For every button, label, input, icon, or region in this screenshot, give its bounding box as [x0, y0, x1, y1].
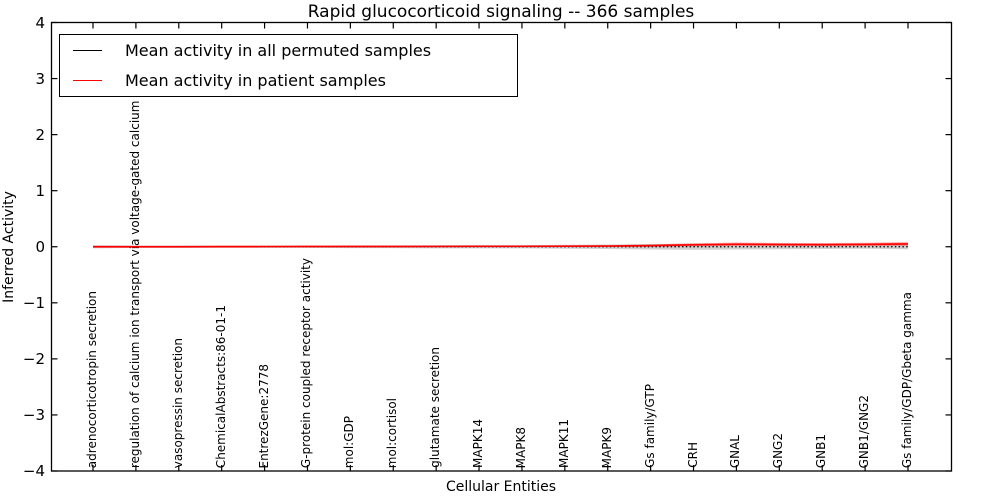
x-tick-label: MAPK9 — [599, 426, 614, 468]
x-tick-label: MAPK11 — [556, 419, 571, 468]
x-tick-label: CRH — [685, 442, 700, 468]
x-tick-label: glutamate secretion — [428, 347, 443, 468]
chart-title: Rapid glucocorticoid signaling -- 366 sa… — [307, 2, 695, 22]
x-tick-label: regulation of calcium ion transport via … — [127, 42, 142, 468]
line-series-1 — [93, 243, 909, 248]
y-tick-label: −2 — [22, 349, 45, 368]
legend: Mean activity in all permuted samples Mea… — [59, 34, 518, 97]
y-tick-label: −1 — [22, 293, 45, 312]
legend-line-sample — [73, 80, 102, 81]
legend-label: Mean activity in all permuted samples — [125, 41, 432, 60]
y-tick-label: 2 — [35, 125, 45, 144]
x-tick-label: G-protein coupled receptor activity — [299, 257, 314, 468]
y-tick-label: 4 — [35, 13, 45, 32]
x-tick-label: mol:cortisol — [385, 397, 400, 468]
x-tick-label: adrenocorticotropin secretion — [85, 290, 99, 468]
legend-label: Mean activity in patient samples — [125, 71, 386, 90]
x-tick-label: GNG2 — [771, 432, 786, 468]
y-tick-label: −4 — [22, 462, 45, 480]
band-series-0 — [93, 243, 908, 250]
x-tick-label: Gs family/GTP — [642, 384, 657, 468]
x-axis-label: Cellular Entities — [445, 479, 557, 495]
x-tick-label: EntrezGene:2778 — [256, 363, 271, 469]
y-tick-label: 3 — [35, 69, 45, 88]
x-tick-label: GNB1/GNG2 — [857, 394, 872, 468]
legend-entry: Mean activity in all permuted samples — [60, 36, 517, 66]
y-tick-label: −3 — [22, 405, 45, 424]
y-tick-label: 1 — [35, 181, 45, 200]
x-tick-label: mol:GDP — [342, 415, 357, 468]
x-tick-label: MAPK8 — [513, 426, 528, 468]
x-tick-label: GNAL — [728, 434, 743, 468]
legend-entry: Mean activity in patient samples — [60, 66, 517, 96]
x-tick-label: MAPK14 — [471, 419, 486, 468]
x-tick-label: ChemicalAbstracts:86-01-1 — [213, 304, 228, 468]
x-tick-label: vasopressin secretion — [170, 337, 185, 468]
y-tick-label: 0 — [35, 237, 45, 256]
x-tick-label: GNB1 — [814, 433, 829, 468]
x-tick-label: Gs family/GDP/Gbeta gamma — [900, 291, 914, 468]
band-series-1 — [93, 241, 908, 248]
legend-line-sample — [73, 50, 102, 51]
